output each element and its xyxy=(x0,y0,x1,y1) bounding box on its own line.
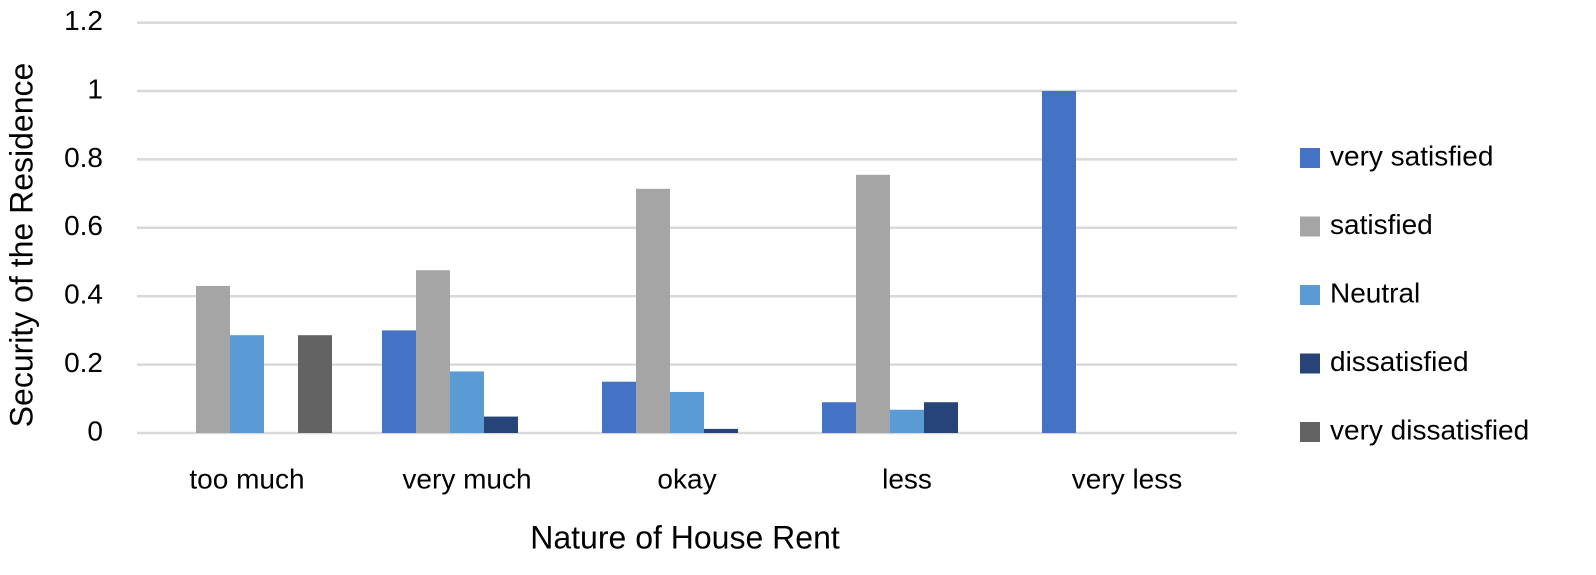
legend-swatch xyxy=(1300,285,1320,305)
x-tick-label: less xyxy=(882,463,932,494)
bar xyxy=(230,335,264,433)
legend-label: satisfied xyxy=(1330,209,1433,240)
legend-swatch xyxy=(1300,422,1320,442)
legend-label: dissatisfied xyxy=(1330,346,1469,377)
bar xyxy=(298,335,332,433)
legend-label: very dissatisfied xyxy=(1330,414,1529,445)
bar xyxy=(1042,91,1076,433)
legend-swatch xyxy=(1300,353,1320,374)
x-tick-label: okay xyxy=(657,463,716,494)
y-tick-label: 0.4 xyxy=(64,279,103,310)
bar xyxy=(196,285,230,433)
bar xyxy=(704,428,738,433)
legend-swatch xyxy=(1300,148,1320,168)
bar xyxy=(602,381,636,433)
x-axis-title: Nature of House Rent xyxy=(530,519,840,555)
legend-label: Neutral xyxy=(1330,277,1420,308)
y-tick-label: 1 xyxy=(87,73,103,104)
y-tick-label: 0.2 xyxy=(64,347,103,378)
bar xyxy=(636,188,670,433)
bar xyxy=(822,402,856,433)
y-tick-label: 0.8 xyxy=(64,142,103,173)
bar xyxy=(670,391,704,433)
y-tick-label: 1.2 xyxy=(64,5,103,36)
bar xyxy=(890,409,924,433)
bar xyxy=(484,416,518,433)
y-tick-label: 0.6 xyxy=(64,210,103,241)
x-tick-label: too much xyxy=(189,463,304,494)
bar xyxy=(416,270,450,433)
x-tick-label: very much xyxy=(402,463,531,494)
bar xyxy=(382,330,416,433)
bar xyxy=(450,371,484,433)
bar xyxy=(924,402,958,433)
y-tick-label: 0 xyxy=(87,415,103,446)
bar xyxy=(856,174,890,434)
legend-swatch xyxy=(1300,216,1320,237)
y-axis-title: Security of the Residence xyxy=(3,63,39,428)
x-tick-label: very less xyxy=(1072,463,1182,494)
legend-label: very satisfied xyxy=(1330,140,1493,171)
